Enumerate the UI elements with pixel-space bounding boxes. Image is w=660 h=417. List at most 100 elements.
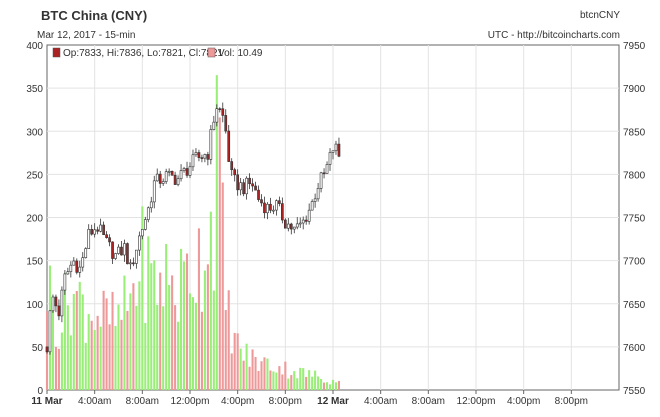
- volume-bar: [96, 315, 99, 390]
- y-tick-label-left: 400: [26, 41, 43, 52]
- candle-body: [114, 253, 117, 259]
- x-tick-label: 12:00pm: [457, 396, 496, 407]
- candle-body: [164, 171, 168, 182]
- volume-bar: [284, 361, 287, 390]
- volume-bar: [251, 349, 254, 390]
- y-tick-label-left: 300: [26, 127, 43, 138]
- candle-body: [96, 229, 99, 232]
- candle-body: [138, 235, 141, 251]
- candle-body: [87, 229, 91, 249]
- y-tick-label-right: 7850: [623, 127, 646, 138]
- volume-bar: [212, 290, 215, 390]
- volume-bar: [174, 305, 177, 390]
- candle-body: [173, 174, 177, 185]
- candle-body: [227, 130, 231, 162]
- candle-body: [230, 161, 234, 170]
- volume-bar: [317, 376, 320, 390]
- x-tick-label: 8:00pm: [269, 396, 302, 407]
- volume-bar: [236, 333, 239, 390]
- y-tick-label-right: 7750: [623, 214, 646, 225]
- volume-bar: [135, 305, 138, 390]
- candle-body: [242, 182, 245, 195]
- candle-body: [328, 152, 332, 165]
- legend-ohlc: Op:7833, Hi:7836, Lo:7821, Cl:7821: [63, 48, 224, 59]
- candle-body: [254, 185, 257, 191]
- candle-body: [236, 174, 240, 191]
- candle-body: [251, 183, 254, 187]
- x-tick-label: 12 Mar: [317, 396, 349, 407]
- source-label: UTC - http://bitcoincharts.com: [487, 30, 620, 41]
- candle-body: [257, 189, 260, 200]
- volume-bar: [200, 311, 203, 390]
- candle-body: [51, 296, 55, 312]
- candle-body: [221, 108, 225, 116]
- candle-body: [197, 152, 201, 158]
- volume-bar: [194, 302, 198, 390]
- candle-body: [102, 224, 105, 236]
- candle-body: [69, 264, 73, 272]
- y-tick-label-left: 200: [26, 214, 43, 225]
- y-tick-label-left: 150: [26, 257, 43, 268]
- legend-volume: Vol: 10.49: [218, 48, 263, 59]
- axes: 0 50 100 150 200 250 300 350 400 7550 7600 7650 7700…: [26, 41, 645, 407]
- volume-bar: [162, 306, 165, 390]
- volume-bar: [308, 370, 311, 390]
- volume-bar: [203, 270, 206, 390]
- legend-volume-swatch: [207, 47, 216, 58]
- candle-body: [45, 346, 49, 353]
- volume-bar: [197, 228, 200, 390]
- volume-bar: [168, 285, 171, 390]
- volume-bar: [57, 348, 60, 390]
- volume-bar: [141, 206, 144, 390]
- volume-bar: [182, 261, 186, 390]
- candle-body: [132, 262, 135, 265]
- candle-body: [143, 219, 147, 230]
- candle-body: [176, 178, 180, 185]
- candle-body: [66, 271, 70, 275]
- candle-body: [75, 260, 79, 273]
- volume-bar: [311, 376, 314, 390]
- candle-body: [182, 168, 186, 171]
- x-tick-label: 4:00am: [78, 396, 111, 407]
- volume-bar: [180, 248, 183, 390]
- candle-body: [316, 188, 320, 200]
- y-tick-label-right: 7900: [623, 84, 646, 95]
- candle-body: [161, 181, 165, 184]
- candle-body: [206, 154, 210, 160]
- volume-bar: [323, 382, 326, 390]
- volume-bar: [254, 356, 257, 390]
- candle-body: [239, 182, 242, 191]
- candle-body: [135, 249, 138, 264]
- x-tick-label: 4:00pm: [221, 396, 254, 407]
- candle-body: [295, 223, 299, 228]
- candle-body: [170, 170, 174, 176]
- x-tick-label: 4:00pm: [507, 396, 540, 407]
- candle-body: [105, 234, 108, 238]
- volume-bar: [287, 378, 290, 390]
- candle-body: [93, 229, 97, 235]
- volume-bar: [108, 324, 111, 390]
- volume-bar: [334, 382, 338, 390]
- volume-bar: [293, 371, 296, 390]
- candle-body: [331, 150, 335, 153]
- volume-bar: [296, 378, 299, 390]
- candle-body: [152, 180, 156, 203]
- volume-bar: [87, 314, 90, 390]
- volume-bar: [126, 310, 129, 390]
- volume-bar: [215, 75, 218, 390]
- candle-body: [126, 243, 129, 265]
- volume-bar: [69, 335, 72, 390]
- volume-bar: [290, 375, 293, 390]
- x-tick-label: 8:00pm: [555, 396, 588, 407]
- candle-body: [278, 200, 281, 204]
- x-tick-label: 11 Mar: [31, 396, 62, 407]
- candle-body: [72, 260, 76, 266]
- candle-body: [57, 305, 61, 317]
- volume-bar: [188, 293, 192, 390]
- candle-body: [212, 121, 216, 130]
- volume-bar: [239, 348, 242, 390]
- candle-body: [191, 154, 195, 168]
- volume-bar: [224, 310, 227, 390]
- volume-bar: [93, 330, 96, 390]
